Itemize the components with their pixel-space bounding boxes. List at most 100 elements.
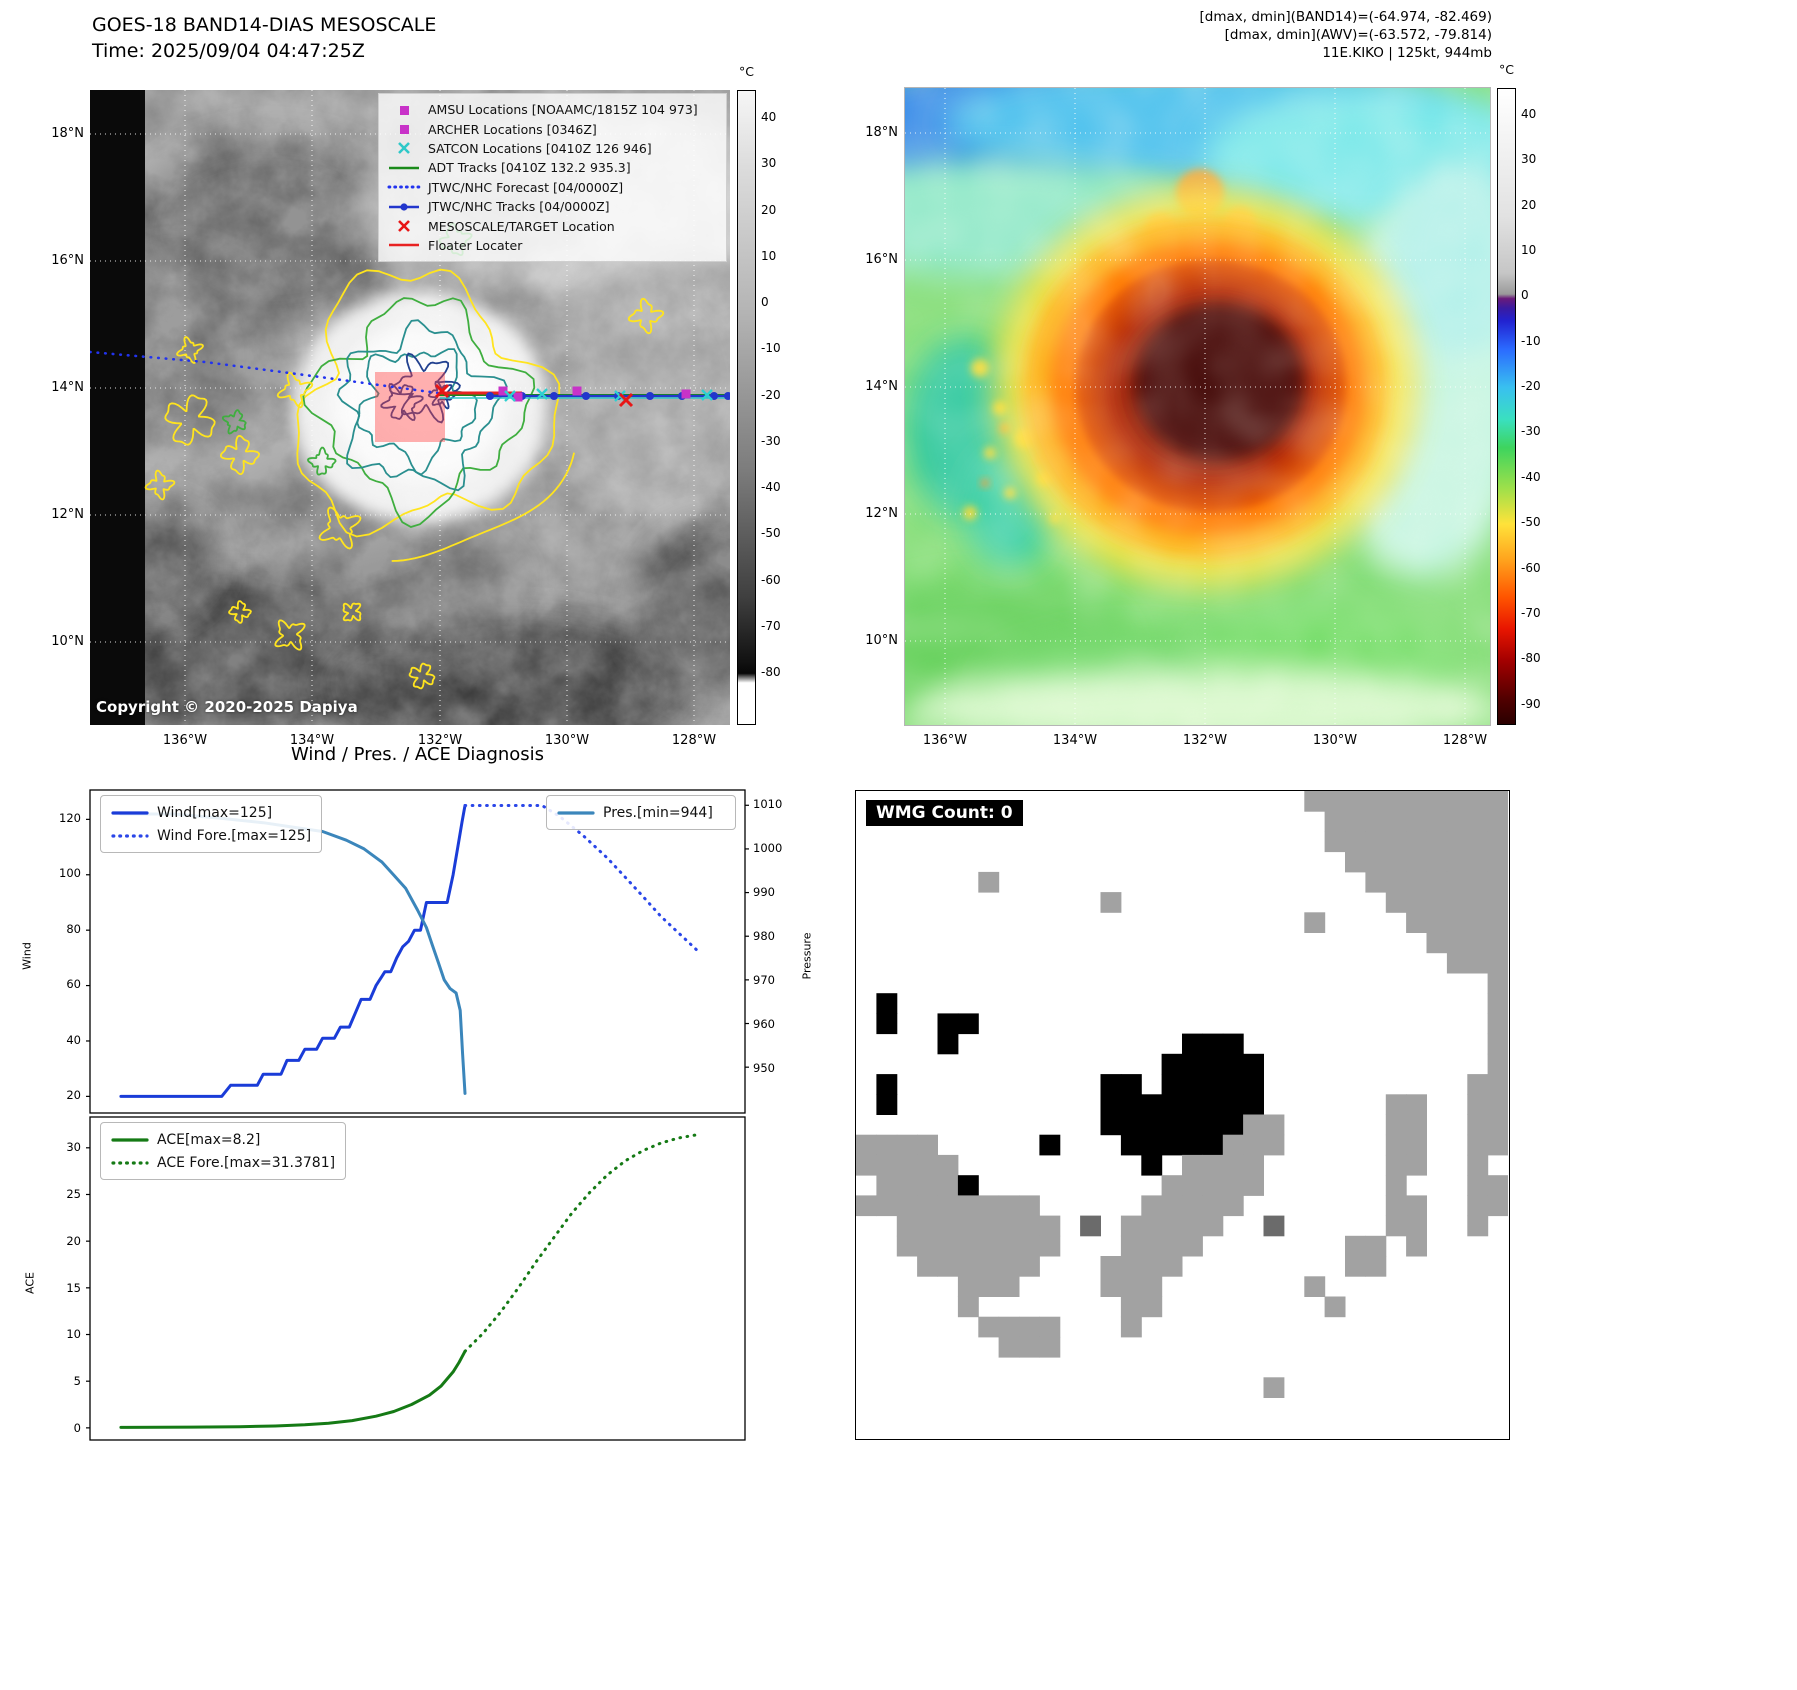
legend-x-icon bbox=[398, 142, 410, 155]
wmg-cell bbox=[1120, 1134, 1142, 1156]
wmg-count-badge: WMG Count: 0 bbox=[866, 800, 1023, 826]
contour-yellow-cell bbox=[627, 297, 665, 335]
wind-y-tick: 120 bbox=[59, 811, 81, 825]
wmg-cell bbox=[876, 1013, 898, 1035]
tl-x-tick: 130°W bbox=[544, 733, 590, 748]
chart-legend-item-0: Pres.[min=944] bbox=[557, 801, 725, 824]
legend-item-7: Floater Locater bbox=[387, 236, 718, 255]
wmg-cell bbox=[1161, 1134, 1183, 1156]
wmg-cell bbox=[1182, 1053, 1203, 1075]
wind-legend: Wind[max=125] Wind Fore.[max=125] bbox=[100, 795, 323, 853]
pressure-legend: Pres.[min=944] bbox=[546, 795, 736, 830]
wmg-cell bbox=[1100, 1094, 1122, 1115]
wmg-cell bbox=[1202, 1134, 1224, 1156]
contour-yellow-arc bbox=[391, 452, 575, 562]
wmg-cell bbox=[1304, 1276, 1326, 1297]
wmg-cell bbox=[957, 1235, 979, 1257]
wmg-cell bbox=[856, 1134, 877, 1156]
band14-cbar-tick: -40 bbox=[761, 480, 781, 494]
tl-y-tick: 14°N bbox=[51, 380, 84, 395]
wmg-cell bbox=[1243, 1134, 1264, 1156]
tr-y-tick: 16°N bbox=[865, 252, 898, 267]
wmg-cell bbox=[1426, 912, 1448, 933]
contour-yellow-cell bbox=[274, 619, 306, 651]
wmg-cell bbox=[1385, 811, 1407, 832]
wmg-cell bbox=[1222, 1053, 1244, 1075]
pressure-y-tick: 1010 bbox=[753, 797, 783, 811]
wmg-cell bbox=[978, 1276, 1000, 1297]
wmg-cell bbox=[1182, 1033, 1203, 1055]
wmg-cell bbox=[917, 1154, 938, 1176]
wmg-cell bbox=[1182, 1114, 1203, 1136]
wmg-cell bbox=[1467, 912, 1489, 933]
wmg-cell bbox=[1202, 1074, 1224, 1095]
wmg-cell bbox=[856, 1195, 877, 1217]
wmg-cell bbox=[1487, 1053, 1508, 1075]
wmg-cell bbox=[1222, 1134, 1244, 1156]
wmg-cell bbox=[957, 1175, 979, 1196]
wmg-cell bbox=[937, 1175, 959, 1196]
wmg-cell bbox=[1222, 1114, 1244, 1136]
chart-legend-item-1: Wind Fore.[max=125] bbox=[111, 824, 311, 847]
target-x-marker bbox=[618, 392, 634, 408]
wmg-cell bbox=[1039, 1215, 1061, 1237]
wind-y-tick: 20 bbox=[66, 1088, 81, 1102]
wmg-cell bbox=[1365, 1235, 1387, 1257]
ir-cbar-tick: -90 bbox=[1521, 696, 1541, 711]
wmg-cell bbox=[896, 1215, 918, 1237]
wmg-cell bbox=[1141, 1154, 1163, 1176]
wmg-cell bbox=[978, 1316, 1000, 1338]
contour-teal-inner bbox=[356, 348, 478, 476]
wmg-cell bbox=[1263, 1377, 1285, 1398]
ir-cbar-tick: -70 bbox=[1521, 605, 1541, 620]
wmg-cell bbox=[1243, 1154, 1264, 1176]
wmg-cell bbox=[1426, 791, 1448, 812]
legend-item-label: MESOSCALE/TARGET Location bbox=[428, 218, 615, 234]
wmg-cell bbox=[1406, 1154, 1427, 1176]
wmg-cell bbox=[1385, 1114, 1407, 1136]
wmg-cell bbox=[1467, 1094, 1489, 1115]
wmg-cell bbox=[1446, 912, 1468, 933]
wmg-cell bbox=[1365, 811, 1387, 832]
scan-edge-band bbox=[90, 90, 145, 725]
series-line bbox=[119, 804, 467, 1098]
wmg-cell bbox=[1467, 1195, 1489, 1217]
band14-map-title: GOES-18 BAND14-DIAS MESOSCALE bbox=[92, 14, 437, 36]
wmg-cell bbox=[876, 993, 898, 1014]
chart-legend-label: Pres.[min=944] bbox=[603, 804, 713, 821]
band14-colorbar-unit: °C bbox=[739, 64, 754, 79]
wmg-cell bbox=[1365, 871, 1387, 893]
wmg-cell bbox=[1100, 1256, 1122, 1277]
wmg-cell bbox=[1141, 1195, 1163, 1217]
wmg-cell bbox=[876, 1134, 898, 1156]
jtwc-track-point bbox=[486, 392, 494, 400]
wmg-cell bbox=[1385, 1215, 1407, 1237]
enhanced-ir-satellite-map bbox=[904, 87, 1491, 726]
wmg-cell bbox=[1100, 1114, 1122, 1136]
wmg-cell bbox=[1202, 1053, 1224, 1075]
wmg-cell bbox=[1222, 1094, 1244, 1115]
wmg-cell bbox=[998, 1215, 1020, 1237]
storm-stats-header: [dmax, dmin](BAND14)=(-64.974, -82.469) … bbox=[900, 8, 1492, 62]
wmg-cell bbox=[1385, 831, 1407, 853]
dotted-line-icon bbox=[111, 1160, 149, 1165]
wmg-cell bbox=[957, 1256, 979, 1277]
ir-cbar-tick: -50 bbox=[1521, 515, 1541, 530]
wmg-cell bbox=[1365, 831, 1387, 853]
solid-line-icon bbox=[111, 810, 149, 815]
jtwc-track-point bbox=[724, 392, 730, 400]
wmg-cell bbox=[1467, 831, 1489, 853]
tr-x-tick: 128°W bbox=[1442, 733, 1488, 748]
band14-cbar-tick: 0 bbox=[761, 295, 769, 309]
pressure-y-tick: 980 bbox=[753, 929, 775, 943]
contour-yellow-cell bbox=[408, 662, 436, 690]
band14-cbar-tick: -20 bbox=[761, 387, 781, 402]
amsu-archer-marker bbox=[681, 389, 691, 399]
wmg-cell bbox=[957, 1296, 979, 1318]
wmg-cell bbox=[1487, 811, 1508, 832]
wmg-cell bbox=[1406, 1235, 1427, 1257]
legend-item-label: JTWC/NHC Tracks [04/0000Z] bbox=[428, 199, 610, 215]
legend-line-dot-icon bbox=[389, 203, 419, 211]
wmg-cell bbox=[1446, 892, 1468, 913]
ace-y-tick: 10 bbox=[66, 1327, 81, 1342]
